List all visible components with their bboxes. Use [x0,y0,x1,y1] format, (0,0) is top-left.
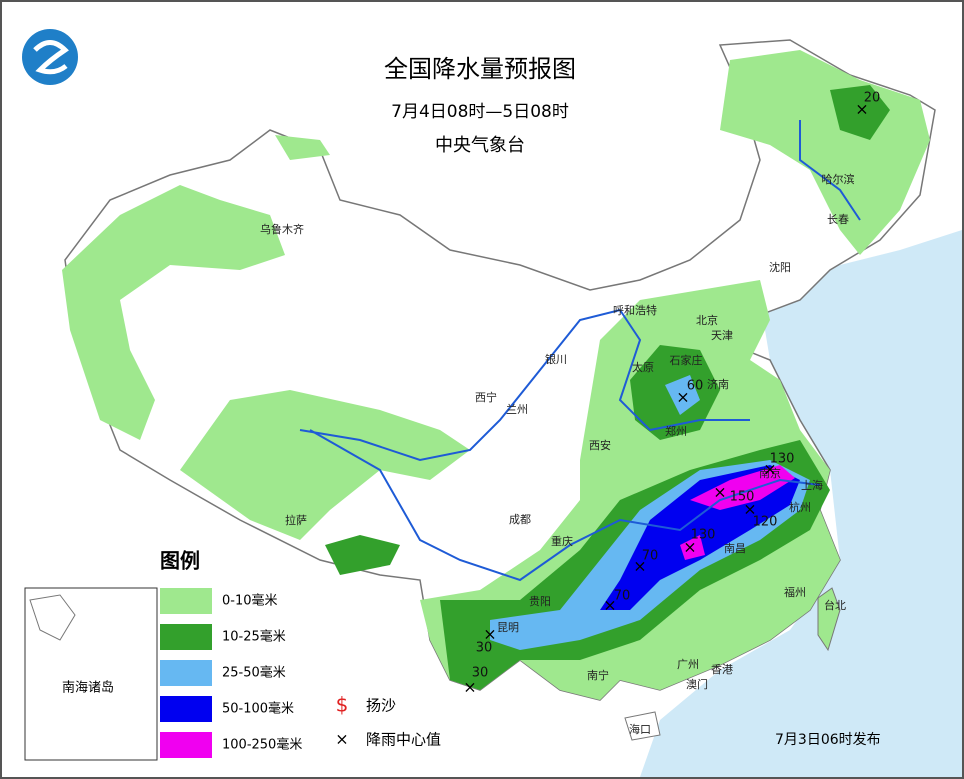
legend-label: 100-250毫米 [222,737,302,753]
rain-zone [690,465,795,510]
inset-coast [29,594,76,641]
rain-zone [275,135,330,160]
rain-center-value: 30 [476,641,493,656]
rain-center-marker: × [743,500,756,519]
legend-symbol-label: 降雨中心值 [366,731,441,749]
rain-center-value: 20 [864,91,881,106]
city-label: 台北 [824,598,846,612]
legend-label: 0-10毫米 [222,593,278,609]
city-label: 香港 [711,663,733,676]
rain-zone [325,535,400,575]
rain-center-value: 130 [691,528,716,543]
rain-center-value: 30 [472,666,489,681]
legend-swatch [160,588,212,614]
city-label: 沈阳 [769,260,791,274]
rain-zone [180,390,470,540]
ocean [640,230,962,777]
city-label: 乌鲁木齐 [260,222,304,236]
city-label: 贵阳 [529,595,551,608]
city-label: 太原 [632,361,654,374]
period: 7月4日08时—5日08时 [391,102,569,122]
rain-center-value: 130 [770,452,795,467]
yangtze-river [309,429,821,582]
city-label: 拉萨 [285,513,307,527]
city-label: 上海 [801,478,823,492]
rain-center-marker: × [683,538,696,557]
hainan [624,711,661,741]
legend-swatch [160,732,212,758]
rain-center-value: 70 [614,589,631,604]
rain-center-value: 70 [642,549,659,564]
issuer: 中央气象台 [435,135,525,156]
rain-center-value: 120 [753,515,778,530]
legend-label: 25-50毫米 [222,665,286,681]
rain-center-marker: × [713,483,726,502]
city-label: 重庆 [551,534,573,548]
legend-symbol: $ [336,693,349,717]
rain-zone [830,85,890,140]
rain-zone [420,280,840,700]
city-label: 澳门 [686,677,708,691]
logo-mark [33,40,69,75]
legend-symbol-label: 扬沙 [366,697,396,715]
legend-label: 50-100毫米 [222,701,294,717]
city-label: 济南 [707,377,729,391]
city-label: 成都 [509,513,531,526]
inset-label: 南海诸岛 [62,680,114,696]
city-label: 广州 [677,658,699,671]
logo-circle [22,29,78,85]
city-label: 南京 [759,466,781,480]
city-label: 银川 [545,352,567,366]
city-label: 西宁 [475,390,497,404]
city-label: 石家庄 [670,353,703,367]
songhua-river [799,120,861,221]
yellow-river [299,308,750,462]
city-label: 长春 [827,213,849,226]
title: 全国降水量预报图 [384,55,576,83]
rain-center-marker: × [763,460,776,479]
legend-title: 图例 [160,549,200,573]
rain-zones [62,50,930,700]
city-label: 呼和浩特 [613,303,657,317]
city-label: 杭州 [789,500,811,514]
city-label: 天津 [711,329,733,342]
rain-center-marker: × [633,557,646,576]
city-label: 兰州 [506,403,528,416]
rain-center-marker: × [463,678,476,697]
city-label: 北京 [696,313,718,327]
rain-center-marker: × [603,596,616,615]
rain-center-marker: × [676,388,689,407]
city-label: 昆明 [497,621,519,634]
city-label: 海口 [629,722,651,736]
logo [22,29,78,85]
rain-center-marker: × [855,100,868,119]
taiwan [817,587,841,652]
city-label: 福州 [784,585,806,599]
city-label: 郑州 [665,424,687,438]
city-label: 南宁 [587,668,609,682]
rain-center-marker: × [483,625,496,644]
rain-zone [680,535,705,560]
rain-zone [665,375,700,415]
rain-center-value: 60 [687,379,704,394]
city-label: 西安 [589,438,611,452]
rivers [299,120,861,582]
city-label: 南昌 [724,542,746,555]
legend-swatch [160,696,212,722]
footer: 7月3日06时发布 [775,732,881,748]
rain-zone [62,185,285,440]
legend-label: 10-25毫米 [222,629,286,645]
rain-center-value: 150 [730,490,755,505]
city-label: 哈尔滨 [822,172,855,186]
legend-symbol: × [335,730,348,749]
legend-swatch [160,660,212,686]
legend-swatch [160,624,212,650]
